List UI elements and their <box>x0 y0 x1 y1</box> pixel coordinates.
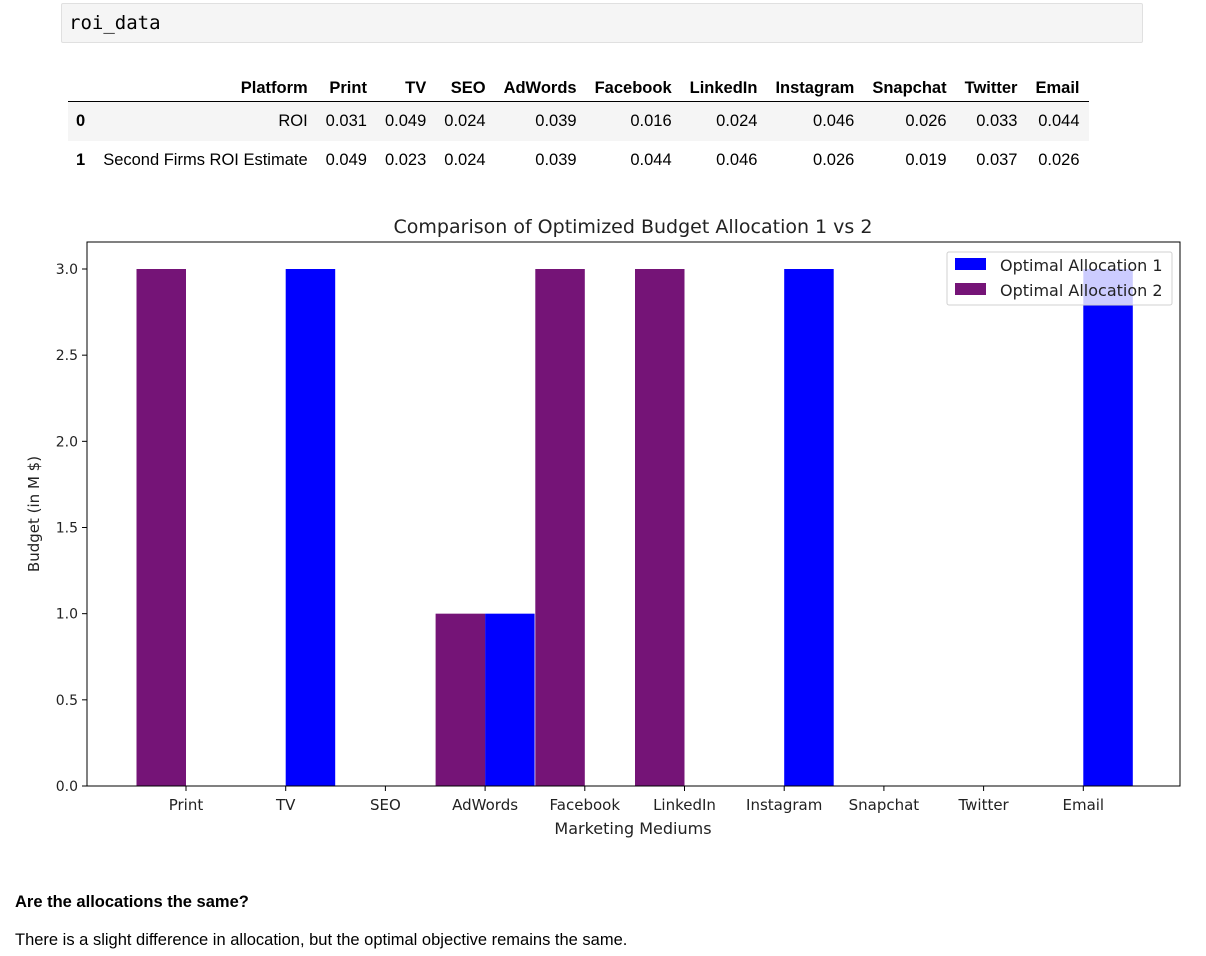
budget-allocation-bar-chart: Comparison of Optimized Budget Allocatio… <box>25 216 1181 838</box>
plot-frame <box>86 241 1181 787</box>
chart-title: Comparison of Optimized Budget Allocatio… <box>394 216 873 238</box>
y-tick-label: 2.0 <box>56 434 78 450</box>
x-tick-label: Snapchat <box>849 796 920 814</box>
row-index: 1 <box>76 150 86 169</box>
table-cell: 0.024 <box>716 111 758 130</box>
column-header: Platform <box>94 76 317 102</box>
column-header: Facebook <box>585 76 681 102</box>
bars-group <box>136 269 1133 786</box>
table-row: 1 Second Firms ROI Estimate 0.049 0.023 … <box>68 141 1089 180</box>
table-cell: Second Firms ROI Estimate <box>103 150 308 169</box>
legend-frame <box>946 251 1173 306</box>
table-cell: 0.026 <box>905 111 947 130</box>
table-cell: 0.033 <box>976 111 1018 130</box>
row-index: 0 <box>76 111 86 130</box>
x-axis-label: Marketing Mediums <box>554 819 711 838</box>
column-header: Snapchat <box>863 76 956 102</box>
column-header: Instagram <box>766 76 864 102</box>
table-index-header <box>68 76 95 102</box>
y-tick-label: 0.5 <box>56 693 78 709</box>
table-cell: 0.044 <box>1038 111 1080 130</box>
bar-allocation-1-email <box>1083 269 1133 786</box>
bar-allocation-2-adwords <box>435 613 486 786</box>
x-tick-label: LinkedIn <box>653 796 716 814</box>
x-tick-label: Email <box>1062 796 1104 814</box>
bar-allocation-1-tv <box>285 269 336 786</box>
code-cell[interactable]: roi_data <box>61 3 1143 43</box>
y-tick-label: 3.0 <box>56 262 78 278</box>
x-tick-label: Instagram <box>746 796 822 814</box>
table-cell: 0.031 <box>325 111 367 130</box>
bar-allocation-2-facebook <box>535 269 585 786</box>
table-cell: 0.024 <box>444 111 486 130</box>
table-cell: 0.044 <box>630 150 672 169</box>
code-cell-text: roi_data <box>69 12 161 34</box>
bar-allocation-1-instagram <box>784 269 834 786</box>
table-cell: 0.049 <box>325 150 367 169</box>
column-header: AdWords <box>494 76 586 102</box>
legend-label-allocation-1: Optimal Allocation 1 <box>1000 256 1163 275</box>
column-header: LinkedIn <box>680 76 767 102</box>
x-axis: Print TV SEO AdWords Facebook LinkedIn Instagr… <box>169 786 1104 814</box>
table-header-row: Platform Print TV SEO AdWords Facebook L… <box>68 76 1089 102</box>
table-cell: 0.026 <box>813 150 855 169</box>
y-axis: 0.0 0.5 1.0 1.5 2.0 2.5 3.0 <box>56 262 87 795</box>
table-cell: 0.039 <box>535 111 577 130</box>
column-header: Print <box>316 76 376 102</box>
chart-legend: Optimal Allocation 1 Optimal Allocation … <box>946 251 1173 306</box>
x-tick-label: Facebook <box>550 796 621 814</box>
table-cell: 0.024 <box>444 150 486 169</box>
y-axis-label: Budget (in M $) <box>25 456 43 572</box>
x-tick-label: AdWords <box>452 796 518 814</box>
y-tick-label: 1.5 <box>56 521 78 537</box>
column-header: Twitter <box>955 76 1027 102</box>
legend-swatch-allocation-1 <box>955 258 986 270</box>
question-heading: Are the allocations the same? <box>15 893 249 911</box>
answer-text: There is a slight difference in allocati… <box>15 931 628 949</box>
table-cell: 0.019 <box>905 150 947 169</box>
x-tick-label: Twitter <box>957 796 1009 814</box>
column-header: Email <box>1026 76 1089 102</box>
table-cell: 0.016 <box>630 111 672 130</box>
table-cell: 0.039 <box>535 150 577 169</box>
legend-label-allocation-2: Optimal Allocation 2 <box>1000 281 1163 300</box>
table-cell: 0.046 <box>813 111 855 130</box>
y-tick-label: 0.0 <box>56 779 78 795</box>
bar-allocation-2-print <box>136 269 186 786</box>
bar-allocation-1-adwords <box>485 613 535 786</box>
x-tick-label: SEO <box>370 796 401 814</box>
x-tick-label: TV <box>275 796 296 814</box>
table-cell: 0.037 <box>976 150 1018 169</box>
table-row: 0 ROI 0.031 0.049 0.024 0.039 0.016 0.02… <box>68 101 1089 141</box>
y-tick-label: 2.5 <box>56 348 78 364</box>
y-tick-label: 1.0 <box>56 607 78 623</box>
bar-allocation-2-linkedin <box>635 269 685 786</box>
column-header: TV <box>375 76 436 102</box>
table-cell: ROI <box>278 111 308 130</box>
x-tick-label: Print <box>169 796 204 814</box>
table-cell: 0.046 <box>716 150 758 169</box>
table-cell: 0.023 <box>384 150 427 169</box>
table-cell: 0.049 <box>384 111 427 130</box>
roi-dataframe-table: Platform Print TV SEO AdWords Facebook L… <box>68 76 1089 180</box>
table-cell: 0.026 <box>1038 150 1080 169</box>
column-header: SEO <box>435 76 495 102</box>
legend-swatch-allocation-2 <box>955 283 986 295</box>
